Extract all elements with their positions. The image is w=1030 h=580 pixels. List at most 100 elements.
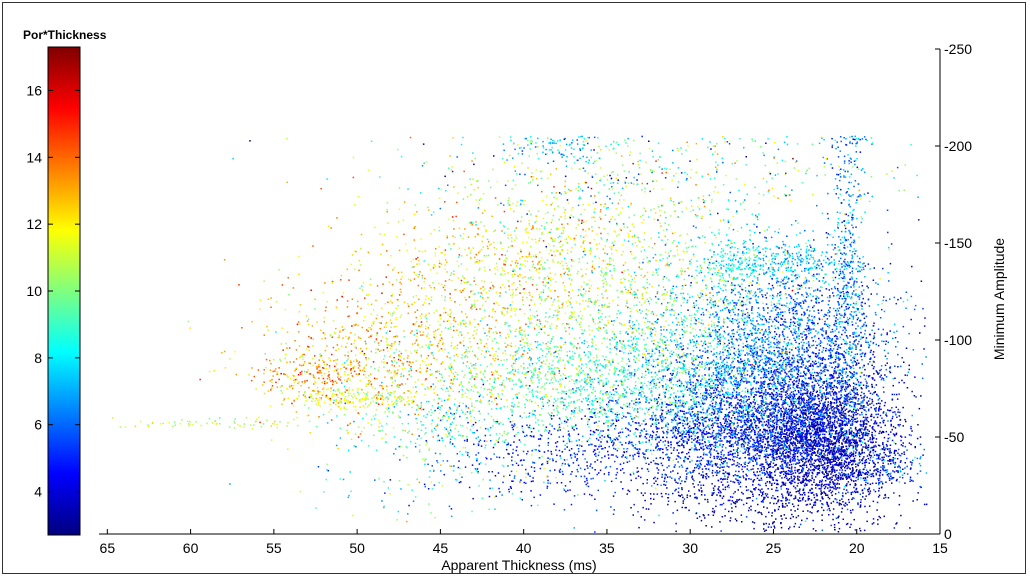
- scatter-point: [831, 377, 833, 379]
- scatter-point: [781, 477, 783, 479]
- scatter-point: [667, 476, 669, 478]
- scatter-point: [723, 458, 725, 460]
- scatter-point: [806, 473, 808, 475]
- scatter-point: [646, 438, 648, 440]
- scatter-point: [713, 445, 715, 447]
- scatter-point: [831, 472, 833, 474]
- scatter-point: [610, 425, 612, 427]
- scatter-point: [745, 462, 747, 464]
- scatter-point: [917, 438, 919, 440]
- scatter-point: [567, 490, 569, 492]
- scatter-point: [806, 458, 808, 460]
- scatter-point: [662, 420, 664, 422]
- scatter-point: [754, 408, 756, 410]
- scatter-point: [620, 407, 622, 409]
- scatter-point: [600, 470, 602, 472]
- scatter-point: [687, 443, 689, 445]
- scatter-point: [851, 480, 853, 482]
- scatter-point: [859, 456, 861, 458]
- scatter-point: [799, 527, 801, 529]
- scatter-point: [811, 385, 813, 387]
- scatter-point: [696, 449, 698, 451]
- scatter-point: [721, 428, 723, 430]
- scatter-point: [809, 445, 811, 447]
- scatter-point: [638, 453, 640, 455]
- scatter-point: [737, 462, 739, 464]
- scatter-point: [820, 431, 822, 433]
- scatter-point: [798, 469, 800, 471]
- scatter-point: [722, 463, 724, 465]
- scatter-point: [838, 492, 840, 494]
- scatter-point: [834, 479, 836, 481]
- scatter-point: [891, 482, 893, 484]
- scatter-point: [877, 462, 879, 464]
- scatter-point: [799, 492, 801, 494]
- scatter-point: [754, 399, 756, 401]
- scatter-point: [745, 414, 747, 416]
- scatter-point: [809, 459, 811, 461]
- scatter-point: [833, 443, 835, 445]
- scatter-point: [649, 436, 651, 438]
- scatter-point: [828, 497, 830, 499]
- scatter-point: [809, 426, 811, 428]
- scatter-point: [790, 461, 792, 463]
- colorbar-tick-label: 6: [34, 417, 42, 433]
- scatter-point: [807, 447, 809, 449]
- scatter-point: [627, 412, 629, 414]
- scatter-point: [786, 416, 788, 418]
- scatter-point: [725, 460, 727, 462]
- scatter-point: [797, 476, 799, 478]
- scatter-point: [823, 464, 825, 466]
- scatter-point: [730, 354, 732, 356]
- scatter-point: [725, 471, 727, 473]
- scatter-point: [576, 428, 578, 430]
- scatter-point: [668, 494, 670, 496]
- scatter-point: [687, 417, 689, 419]
- scatter-point: [811, 435, 813, 437]
- scatter-point: [816, 438, 818, 440]
- scatter-point: [713, 487, 715, 489]
- scatter-point: [824, 459, 826, 461]
- scatter-point: [814, 448, 816, 450]
- scatter-point: [842, 402, 844, 404]
- scatter-point: [685, 433, 687, 435]
- scatter-point: [826, 473, 828, 475]
- scatter-point: [791, 427, 793, 429]
- scatter-point: [781, 391, 783, 393]
- scatter-point: [809, 418, 811, 420]
- scatter-point: [897, 411, 899, 413]
- scatter-point: [843, 489, 845, 491]
- scatter-point: [747, 454, 749, 456]
- scatter-point: [763, 405, 765, 407]
- scatter-point: [814, 434, 816, 436]
- scatter-point: [718, 433, 720, 435]
- scatter-point: [582, 454, 584, 456]
- scatter-point: [758, 382, 760, 384]
- scatter-point: [559, 424, 561, 426]
- scatter-point: [678, 418, 680, 420]
- scatter-point: [579, 439, 581, 441]
- scatter-point: [801, 359, 803, 361]
- scatter-point: [810, 456, 812, 458]
- scatter-point: [871, 434, 873, 436]
- scatter-point: [883, 411, 885, 413]
- scatter-point: [820, 439, 822, 441]
- scatter-point: [838, 418, 840, 420]
- scatter-point: [857, 400, 859, 402]
- scatter-point: [762, 463, 764, 465]
- scatter-point: [807, 426, 809, 428]
- scatter-point: [748, 396, 750, 398]
- scatter-point: [846, 483, 848, 485]
- scatter-point: [641, 468, 643, 470]
- scatter-point: [780, 465, 782, 467]
- scatter-point: [660, 448, 662, 450]
- scatter-point: [767, 472, 769, 474]
- scatter-point: [719, 427, 721, 429]
- scatter-point: [912, 500, 914, 502]
- scatter-point: [737, 403, 739, 405]
- scatter-point: [729, 445, 731, 447]
- scatter-point: [763, 387, 765, 389]
- scatter-point: [854, 519, 856, 521]
- scatter-point: [810, 396, 812, 398]
- scatter-point: [829, 429, 831, 431]
